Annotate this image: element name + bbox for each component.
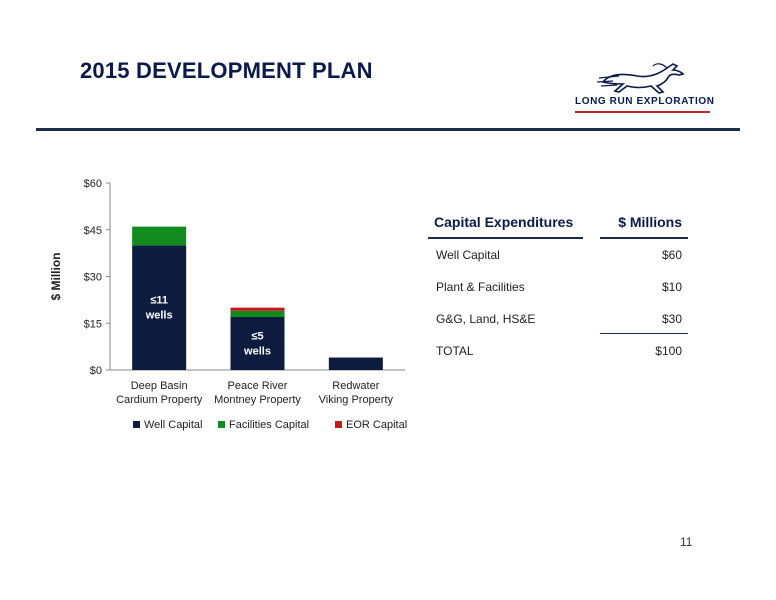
bar-segment [230, 310, 285, 318]
row-label: TOTAL [436, 344, 474, 358]
row-label: Well Capital [436, 248, 500, 262]
row-value: $100 [655, 344, 682, 358]
legend-swatch [335, 421, 342, 428]
y-tick-label: $60 [84, 178, 102, 190]
table-row-total: TOTAL $100 [428, 334, 688, 366]
legend-swatch [218, 421, 225, 428]
header-divider [36, 128, 740, 131]
y-axis-label: $ Million [49, 253, 63, 301]
capex-header-value: $ Millions [618, 214, 682, 230]
table-row: Well Capital $60 [428, 238, 688, 270]
x-tick-label: Viking Property [319, 394, 394, 406]
bar-data-label: ≤11 [150, 295, 168, 307]
x-tick-label: Redwater [332, 380, 379, 392]
row-value: $30 [661, 312, 682, 326]
row-label: G&G, Land, HS&E [436, 312, 536, 326]
bar-data-label: wells [243, 346, 271, 358]
horse-icon [597, 63, 685, 94]
page-number: 11 [680, 535, 693, 549]
row-label: Plant & Facilities [436, 280, 525, 294]
row-value: $60 [661, 248, 682, 262]
row-value: $10 [661, 280, 682, 294]
y-tick-label: $30 [84, 272, 102, 284]
bar-segment [132, 245, 187, 370]
company-logo: LONG RUN EXPLORATION [575, 60, 715, 120]
capex-table-header: Capital Expenditures $ Millions [428, 206, 688, 239]
table-row: G&G, Land, HS&E $30 [428, 302, 688, 334]
bar-segment [132, 226, 187, 246]
y-tick-label: $45 [84, 225, 102, 237]
bar-data-label: ≤5 [251, 331, 263, 343]
x-tick-label: Cardium Property [116, 394, 203, 406]
logo-text: LONG RUN EXPLORATION [575, 96, 715, 107]
logo-underline [575, 111, 710, 113]
table-row: Plant & Facilities $10 [428, 270, 688, 302]
bar-data-label: wells [145, 310, 173, 322]
y-tick-label: $0 [90, 365, 102, 377]
header-underline-left [428, 237, 583, 239]
header-underline-right [600, 237, 688, 239]
bar-segment [230, 317, 285, 370]
capex-header-label: Capital Expenditures [434, 214, 574, 230]
bar-segment [328, 357, 383, 370]
legend-label: Facilities Capital [229, 419, 309, 431]
legend-label: EOR Capital [346, 419, 407, 431]
x-tick-label: Deep Basin [131, 380, 188, 392]
x-tick-label: Montney Property [214, 394, 301, 406]
bar-segment [230, 307, 285, 311]
page-title: 2015 DEVELOPMENT PLAN [80, 58, 373, 83]
capex-table: Capital Expenditures $ Millions Well Cap… [428, 206, 688, 366]
total-separator [600, 333, 688, 334]
legend-label: Well Capital [144, 419, 203, 431]
y-tick-label: $15 [84, 318, 102, 330]
legend-swatch [133, 421, 140, 428]
x-tick-label: Peace River [228, 380, 288, 392]
